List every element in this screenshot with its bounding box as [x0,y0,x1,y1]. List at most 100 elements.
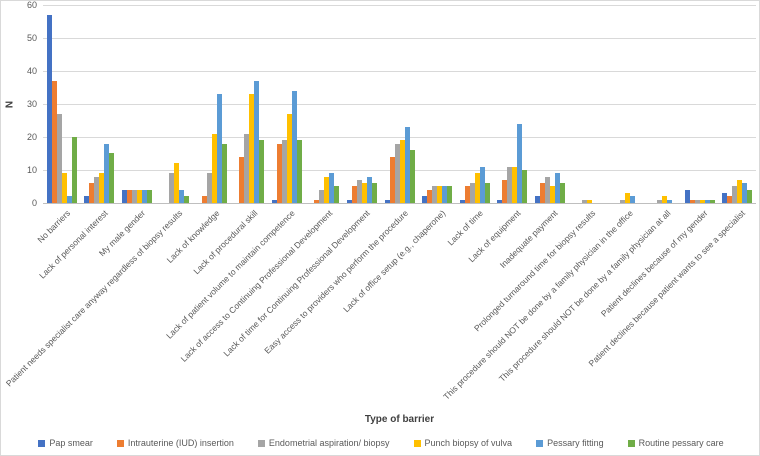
bar [356,180,362,203]
bar [131,190,137,203]
bar [56,114,62,203]
bar [507,167,513,203]
bar [121,190,127,203]
bar-group [159,5,190,203]
bar [136,190,142,203]
bar [619,200,625,203]
bar [324,177,330,203]
bar [314,200,320,203]
bar [94,177,100,203]
bar-group [722,5,753,203]
bar-group [422,5,453,203]
bar [329,173,335,203]
bar [737,180,743,203]
bar [394,144,400,203]
legend-marker [627,439,635,447]
legend-label: Pap smear [49,438,93,448]
bar [422,196,428,203]
bar [276,144,282,203]
bar [371,183,377,203]
bar [51,81,57,203]
bar [206,173,212,203]
bar [179,190,185,203]
bar [549,186,555,203]
bar [399,140,405,203]
bar [437,186,443,203]
legend-item: Endometrial aspiration/ biopsy [257,438,390,448]
bar [291,91,297,203]
legend-item: Pap smear [38,438,93,448]
bar [479,167,485,203]
bar-group [534,5,565,203]
y-tick-label: 50 [26,33,37,43]
legend-item: Punch biopsy of vulva [413,438,513,448]
bar [254,81,260,203]
bar [319,190,325,203]
bar-group [46,5,77,203]
gridline [43,137,756,138]
gridline [43,38,756,39]
bar [221,144,227,203]
x-axis-label: This procedure should NOT be done by a f… [496,208,673,384]
bar-group [271,5,302,203]
bar [742,183,748,203]
bar [722,193,728,203]
x-axis-label: Lack of time [445,208,485,248]
y-tick-label: 40 [26,66,37,76]
bar [259,140,265,203]
bar [169,173,175,203]
legend-item: Routine pessary care [627,438,724,448]
bar [334,186,340,203]
bar-group [610,5,640,203]
bar [46,15,52,203]
bar [249,94,255,203]
bar-group [684,5,715,203]
bar [709,200,715,203]
bar-group [647,5,677,203]
x-axis-line [43,203,756,204]
bar [244,134,250,203]
bar [66,196,72,203]
bar-group [497,5,528,203]
bar [184,196,190,203]
legend-label: Endometrial aspiration/ biopsy [268,438,390,448]
legend-marker [116,439,124,447]
y-tick-label: 20 [26,132,37,142]
bar [239,157,245,203]
bar [104,144,110,203]
gridline [43,104,756,105]
bar [296,140,302,203]
legend-marker [413,439,421,447]
bar [109,153,115,203]
bar [689,200,695,203]
bar [699,200,705,203]
bar [432,186,438,203]
bar [544,177,550,203]
bar [201,196,207,203]
legend-label: Pessary fitting [547,438,604,448]
legend-marker [38,439,46,447]
bar [351,186,357,203]
bar [484,183,490,203]
legend-label: Routine pessary care [638,438,724,448]
x-axis-title: Type of barrier [364,414,435,425]
gridline [43,71,756,72]
bar-group [121,5,152,203]
bar [662,196,668,203]
legend: Pap smear Intrauterine (IUD) insertion End… [1,438,759,448]
bar [281,140,287,203]
bar [657,200,663,203]
bar [271,200,277,203]
bar [404,127,410,203]
bar [497,200,503,203]
bar [216,94,222,203]
bar [174,163,180,203]
bar [61,173,67,203]
bar [71,137,77,203]
bar [126,190,132,203]
bar [89,183,95,203]
x-axis-label: Lack of personal interest [36,208,110,281]
legend-label: Punch biopsy of vulva [424,438,513,448]
bar [704,200,710,203]
